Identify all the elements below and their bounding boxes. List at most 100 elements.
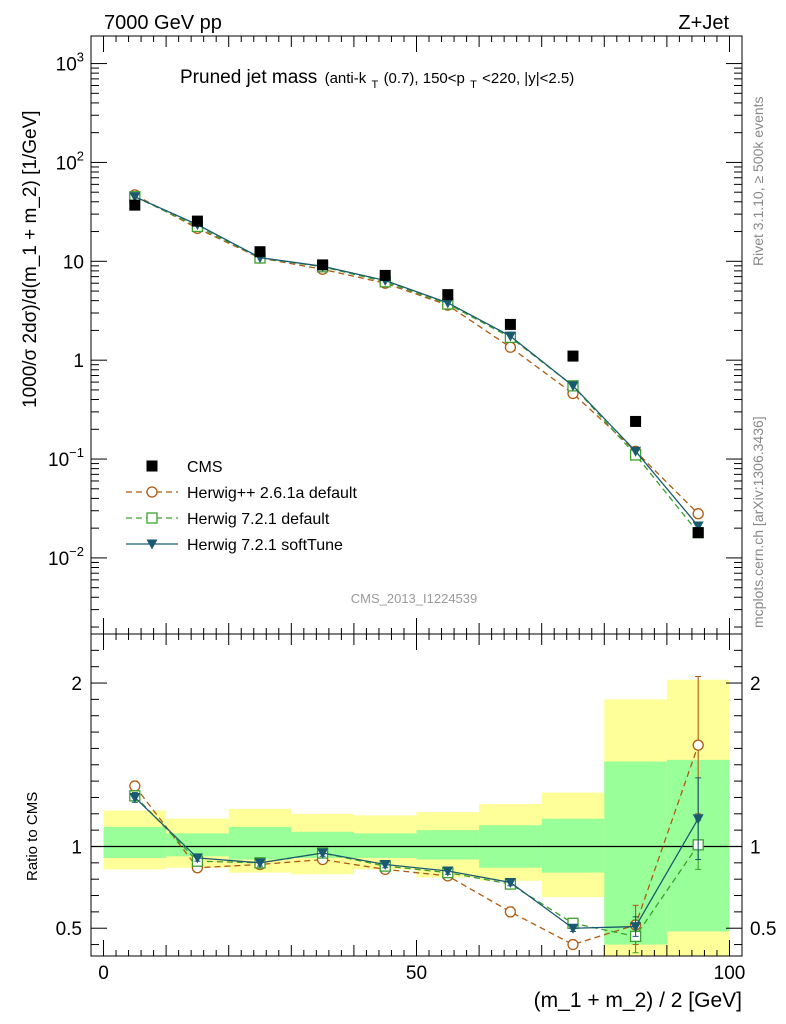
chart-title-sub-t2: T (470, 79, 477, 91)
y-tick-exponent: −1 (69, 445, 84, 460)
ratio-tick-label-right: 2 (750, 674, 761, 695)
stat-band-green (228, 826, 292, 860)
ratio-bands-layer (91, 679, 742, 956)
ratio-0-point (129, 780, 141, 792)
ratio-line-0 (134, 744, 699, 946)
y-tick-base: 10 (56, 55, 77, 76)
legend-marker (146, 512, 158, 524)
y-tick-base: 10 (48, 450, 69, 471)
ratio-2-point (379, 859, 391, 870)
mcplots-label: mcplots.cern.ch [arXiv:1306.3436] (750, 416, 766, 628)
y-axis-label: 1000/σ 2dσ)/d(m_1 + m_2) [1/GeV] (20, 110, 41, 408)
series-line-1 (134, 196, 699, 534)
cms-data-point (129, 199, 141, 211)
rivet-version-label: Rivet 3.1.10, ≥ 500k events (750, 96, 766, 266)
series-2-point (692, 521, 704, 532)
y-tick-label: 1 (73, 351, 84, 372)
series-line-2 (134, 196, 699, 527)
ratio-line-1 (134, 795, 699, 938)
ratio-tick-label-left: 2 (71, 674, 82, 695)
ratio-2-point (254, 858, 266, 869)
ratio-2-point (692, 814, 704, 825)
stat-band-green (166, 833, 229, 857)
y-tick-label: 102 (56, 148, 84, 174)
cms-data-point (504, 318, 516, 330)
ratio-2-point (317, 848, 329, 859)
ratio-0-point (567, 938, 579, 951)
chart-title-part-2: (0.7), 150<p (384, 70, 465, 87)
main-tick-layer (91, 36, 742, 634)
ratio-2-point (630, 922, 642, 933)
y-tick-base: 10 (48, 549, 69, 570)
y-tick-label: 10−1 (48, 445, 84, 471)
y-tick-base: 1 (73, 351, 84, 372)
series-0-point (504, 341, 517, 353)
legend-marker (146, 486, 158, 498)
process-label: Z+Jet (678, 12, 729, 34)
ratio-2-point (504, 877, 516, 888)
legend-label: Herwig 7.2.1 softTune (187, 537, 343, 554)
ratio-series-layer (129, 675, 704, 954)
legend-label: Herwig++ 2.6.1a default (187, 485, 357, 502)
cms-data-point (567, 350, 579, 362)
y-tick-label: 10 (63, 252, 84, 273)
ratio-2-point (442, 866, 454, 877)
stat-band-green (103, 826, 167, 858)
ratio-2-point (567, 923, 579, 934)
legend: CMS Herwig++ 2.6.1a default Herwig 7.2.1 d… (126, 459, 357, 554)
cms-data-point (692, 527, 704, 539)
series-2-point (630, 446, 642, 457)
legend-label: CMS (187, 459, 223, 476)
x-tick-label: 100 (714, 963, 746, 984)
x-tick-label: 0 (98, 963, 109, 984)
x-axis-label: (m_1 + m_2) / 2 [GeV] (534, 989, 742, 1012)
cms-data-point (254, 246, 266, 258)
y-tick-exponent: −2 (69, 544, 84, 559)
cms-data-layer (129, 199, 704, 539)
cms-data-point (442, 289, 454, 301)
chart-title-sub-t1: T (372, 79, 379, 91)
chart-title-part-1: (anti-k (325, 70, 367, 87)
ratio-0-point (504, 906, 517, 918)
series-2-point (442, 298, 454, 309)
ratio-2-point (191, 853, 203, 864)
y-tick-label: 10−2 (48, 544, 84, 570)
cms-data-point (191, 215, 203, 227)
ratio-tick-label-left: 0.5 (56, 919, 82, 940)
chart-title-part-3: <220, |y|<2.5) (482, 70, 574, 87)
y-tick-label: 103 (56, 50, 84, 76)
cms-data-point (630, 415, 642, 427)
series-0-point (692, 508, 704, 520)
x-tick-labels: 0 50 100 (98, 963, 745, 984)
chart-title-main: Pruned jet mass (180, 67, 317, 88)
ratio-panel: 0.5 0.5 1 1 2 2 (56, 633, 776, 957)
y-tick-exponent: 2 (77, 148, 84, 163)
y-tick-exponent: 3 (77, 50, 84, 65)
stat-band-green (416, 830, 480, 860)
series-2-point (129, 192, 141, 203)
series-2-point (504, 331, 516, 342)
ratio-tick-label-right: 1 (750, 837, 761, 858)
analysis-watermark: CMS_2013_I1224539 (351, 591, 478, 606)
legend-marker (146, 539, 158, 550)
series-2-point (567, 381, 579, 392)
ratio-0-point (692, 739, 704, 751)
ratio-tick-label-left: 1 (71, 837, 82, 858)
legend-label: Herwig 7.2.1 default (187, 511, 330, 528)
chart-title: Pruned jet mass (anti-k T (0.7), 150<p T… (180, 67, 574, 93)
x-tick-label: 50 (406, 963, 427, 984)
cms-data-point (379, 269, 391, 281)
y-tick-base: 10 (63, 252, 84, 273)
ratio-line-2 (134, 796, 699, 929)
legend-marker (146, 460, 158, 472)
ratio-axis-label: Ratio to CMS (24, 792, 41, 881)
y-tick-base: 10 (56, 153, 77, 174)
cms-data-point (317, 259, 329, 271)
energy-label: 7000 GeV pp (104, 12, 222, 34)
ratio-tick-layer: 0.5 0.5 1 1 2 2 (56, 634, 776, 956)
ratio-2-point (129, 792, 141, 803)
stat-band-green (353, 833, 417, 858)
